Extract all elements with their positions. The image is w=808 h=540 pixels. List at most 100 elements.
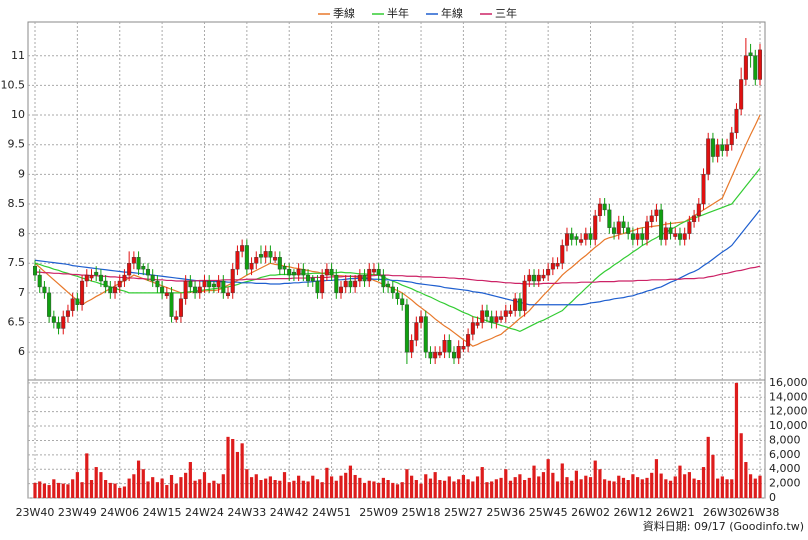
candle-body [532, 274, 537, 282]
candle-body [98, 274, 103, 282]
volume-bar [278, 480, 282, 498]
volume-bar [254, 474, 258, 498]
volume-bar [367, 480, 371, 498]
volume-bar [372, 481, 376, 498]
volume-bar [151, 477, 155, 498]
candle-body [334, 274, 339, 294]
x-tick-label: 26W12 [613, 506, 652, 519]
candle-body [174, 316, 179, 320]
volume-bar [442, 480, 447, 498]
candle-body [696, 203, 701, 217]
volume-bar [617, 475, 621, 498]
candle-body [758, 49, 763, 80]
volume-bar [52, 479, 56, 498]
y2-tick-label: 16,000 [769, 376, 808, 389]
candle-body [673, 233, 678, 237]
candle-body [37, 274, 42, 288]
candle-body [56, 322, 61, 329]
volume-bar [268, 476, 272, 498]
candle-body [602, 203, 607, 211]
candle-body [211, 283, 216, 288]
volume-bar [315, 479, 320, 498]
candle-body [160, 286, 165, 294]
candle-body [461, 346, 466, 350]
candle-body [404, 304, 409, 353]
volume-bar [155, 482, 160, 498]
volume-bar [212, 480, 216, 498]
volume-bar [419, 483, 423, 498]
volume-bar [165, 485, 169, 498]
candle-body [127, 263, 132, 276]
volume-bar [306, 481, 310, 498]
volume-bar [184, 472, 188, 498]
candle-body [235, 251, 240, 270]
volume-bar [334, 480, 338, 498]
volume-bar [104, 480, 108, 498]
candle-body [574, 236, 579, 240]
candle-body [715, 144, 720, 157]
ma-line [34, 168, 761, 333]
x-tick-label: 26W30 [703, 506, 742, 519]
x-tick-label: 24W06 [100, 506, 139, 519]
candle-body [640, 233, 645, 240]
candle-body [555, 263, 560, 267]
x-tick-label: 26W21 [656, 506, 695, 519]
candle-body [480, 310, 485, 323]
candle-body [150, 274, 155, 282]
volume-bar [532, 465, 536, 498]
volume-bar [202, 472, 207, 498]
candle-body [94, 271, 99, 276]
y-tick-label: 9 [18, 167, 25, 180]
y-tick-label: 8.5 [8, 197, 26, 210]
candle-body [395, 292, 400, 299]
candle-body [178, 298, 183, 317]
volume-bar [395, 484, 400, 498]
volume-bar [160, 478, 164, 498]
volume-bar [94, 467, 98, 498]
volume-bar [141, 469, 145, 498]
x-tick-label: 24W33 [227, 506, 266, 519]
x-tick-label: 25W18 [402, 506, 441, 519]
candle-body [753, 55, 758, 80]
candle-body [122, 274, 127, 282]
volume-bar [433, 472, 437, 498]
candle-body [376, 268, 381, 276]
volume-bar [744, 462, 748, 498]
volume-bar [452, 481, 456, 498]
candle-body [635, 233, 640, 240]
volume-bar [621, 477, 626, 498]
candle-body [202, 280, 207, 288]
candle-body [263, 251, 268, 258]
volume-bar [353, 474, 357, 498]
candle-body [466, 334, 471, 347]
volume-bar [654, 459, 659, 498]
volume-bar [381, 477, 385, 498]
volume-bar [179, 477, 183, 498]
volume-bar [47, 485, 51, 498]
candle-body [616, 221, 621, 234]
y-tick-label: 8 [18, 227, 25, 240]
candle-body [687, 221, 692, 234]
candle-body [65, 310, 70, 317]
volume-bar [264, 478, 268, 498]
volume-bar [235, 451, 240, 498]
candle-body [287, 268, 292, 276]
candle-body [522, 280, 527, 311]
candle-body [517, 298, 522, 311]
candle-body [560, 245, 565, 264]
volume-bar [588, 477, 593, 498]
candle-body [456, 346, 461, 359]
volume-bar [447, 476, 451, 498]
y-tick-label: 10 [11, 108, 25, 121]
volume-bar [673, 476, 677, 498]
candle-body [244, 245, 249, 270]
y2-tick-label: 6,000 [769, 448, 801, 461]
volume-bar [499, 477, 503, 498]
candle-body [258, 254, 263, 258]
volume-bar [85, 453, 89, 498]
candle-body [475, 322, 480, 326]
volume-bar [245, 469, 249, 498]
candle-body [51, 316, 56, 323]
volume-bar [631, 474, 635, 498]
volume-bar [198, 479, 202, 498]
